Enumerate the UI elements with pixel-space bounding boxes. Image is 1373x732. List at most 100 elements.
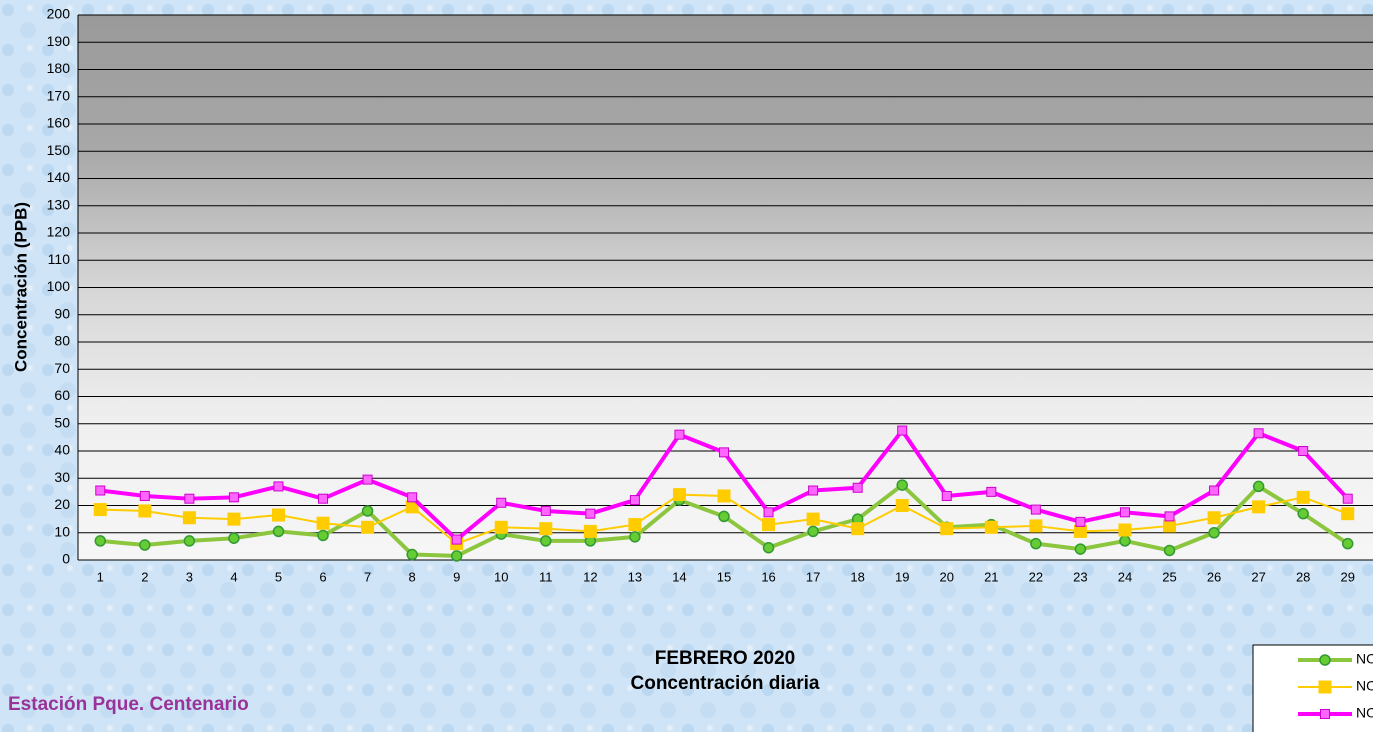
x-tick-label: 20 [940, 569, 954, 584]
data-point [674, 429, 685, 440]
data-point [895, 499, 909, 512]
data-point [1209, 485, 1220, 496]
data-point [585, 508, 596, 519]
data-point [540, 505, 551, 516]
data-point [1341, 537, 1354, 550]
data-point [1164, 511, 1175, 522]
y-tick-label: 20 [54, 496, 70, 512]
x-tick-label: 14 [672, 569, 686, 584]
data-point [1119, 535, 1131, 547]
x-tick-label: 26 [1207, 569, 1221, 584]
x-tick-label: 16 [761, 569, 775, 584]
y-tick-label: 110 [48, 251, 71, 267]
y-tick-label: 130 [47, 196, 71, 212]
legend-marker [1320, 709, 1330, 719]
data-point [1253, 428, 1264, 439]
data-point [273, 481, 284, 492]
x-tick-label: 29 [1340, 569, 1354, 584]
x-tick-label: 22 [1029, 569, 1043, 584]
legend-label: NO [1356, 651, 1373, 667]
y-tick-label: 40 [54, 442, 70, 458]
x-tick-label: 9 [453, 569, 460, 584]
legend-label: NO2 [1356, 678, 1373, 694]
x-tick-label: 23 [1073, 569, 1087, 584]
x-tick-label: 2 [141, 569, 148, 584]
y-tick-label: 150 [47, 142, 71, 158]
data-point [316, 516, 330, 530]
y-tick-label: 10 [54, 523, 70, 539]
data-point [940, 522, 954, 536]
data-point [1297, 507, 1309, 520]
data-point [941, 490, 952, 501]
legend-marker [1318, 680, 1332, 694]
data-point [182, 511, 196, 525]
y-tick-label: 60 [54, 387, 70, 403]
data-point [1074, 543, 1087, 555]
data-point [672, 488, 686, 502]
data-point [95, 485, 106, 496]
legend-label: NOx [1356, 705, 1373, 721]
data-point [628, 518, 642, 532]
data-point [1296, 490, 1310, 504]
data-point [1252, 480, 1265, 493]
data-point [1341, 507, 1355, 521]
x-tick-label: 3 [186, 569, 193, 584]
data-point [719, 447, 729, 458]
y-tick-label: 80 [54, 333, 70, 349]
data-point [228, 492, 239, 503]
data-point [451, 534, 462, 545]
data-point [1029, 519, 1043, 533]
x-tick-label: 28 [1296, 569, 1310, 584]
data-point [496, 497, 507, 508]
data-point [717, 489, 731, 503]
station-label: Estación Pque. Centenario [8, 694, 249, 715]
data-point [317, 529, 329, 542]
data-point [361, 505, 374, 517]
data-point [139, 539, 151, 551]
x-tick-label: 21 [984, 569, 998, 584]
x-tick-label: 27 [1251, 569, 1265, 584]
data-point [851, 522, 865, 536]
data-point [807, 525, 819, 538]
x-tick-label: 18 [850, 569, 864, 584]
y-tick-label: 120 [47, 224, 71, 240]
y-axis-label: Concentración (PPB) [11, 202, 30, 372]
x-tick-label: 17 [806, 569, 820, 584]
x-tick-label: 6 [319, 569, 326, 584]
x-tick-label: 10 [494, 569, 508, 584]
data-point [762, 518, 776, 532]
data-point [1073, 524, 1087, 538]
y-tick-label: 100 [47, 278, 71, 294]
x-tick-label: 1 [97, 569, 104, 584]
data-point [1118, 523, 1132, 537]
data-point [361, 520, 375, 534]
data-point [1030, 504, 1041, 515]
data-point [1298, 446, 1309, 456]
data-point [1208, 527, 1220, 539]
data-point [93, 503, 107, 517]
data-point [1207, 511, 1221, 525]
x-tick-label: 24 [1118, 569, 1132, 584]
x-tick-label: 7 [364, 569, 371, 584]
data-point [762, 541, 775, 554]
data-point [139, 490, 150, 501]
data-point [1252, 500, 1266, 514]
data-point [272, 525, 285, 538]
y-tick-label: 90 [54, 305, 70, 321]
data-point [228, 532, 240, 544]
data-point [407, 492, 418, 503]
x-tick-label: 5 [275, 569, 282, 584]
data-point [1075, 516, 1086, 527]
data-point [362, 474, 373, 485]
x-tick-label: 8 [409, 569, 416, 584]
data-point [494, 520, 508, 534]
x-tick-label: 12 [583, 569, 597, 584]
data-point [450, 550, 463, 562]
data-point [1342, 493, 1353, 504]
data-point [184, 493, 195, 504]
data-point [852, 482, 863, 493]
y-tick-label: 190 [47, 33, 71, 49]
data-point [318, 493, 329, 504]
x-tick-label: 25 [1162, 569, 1176, 584]
